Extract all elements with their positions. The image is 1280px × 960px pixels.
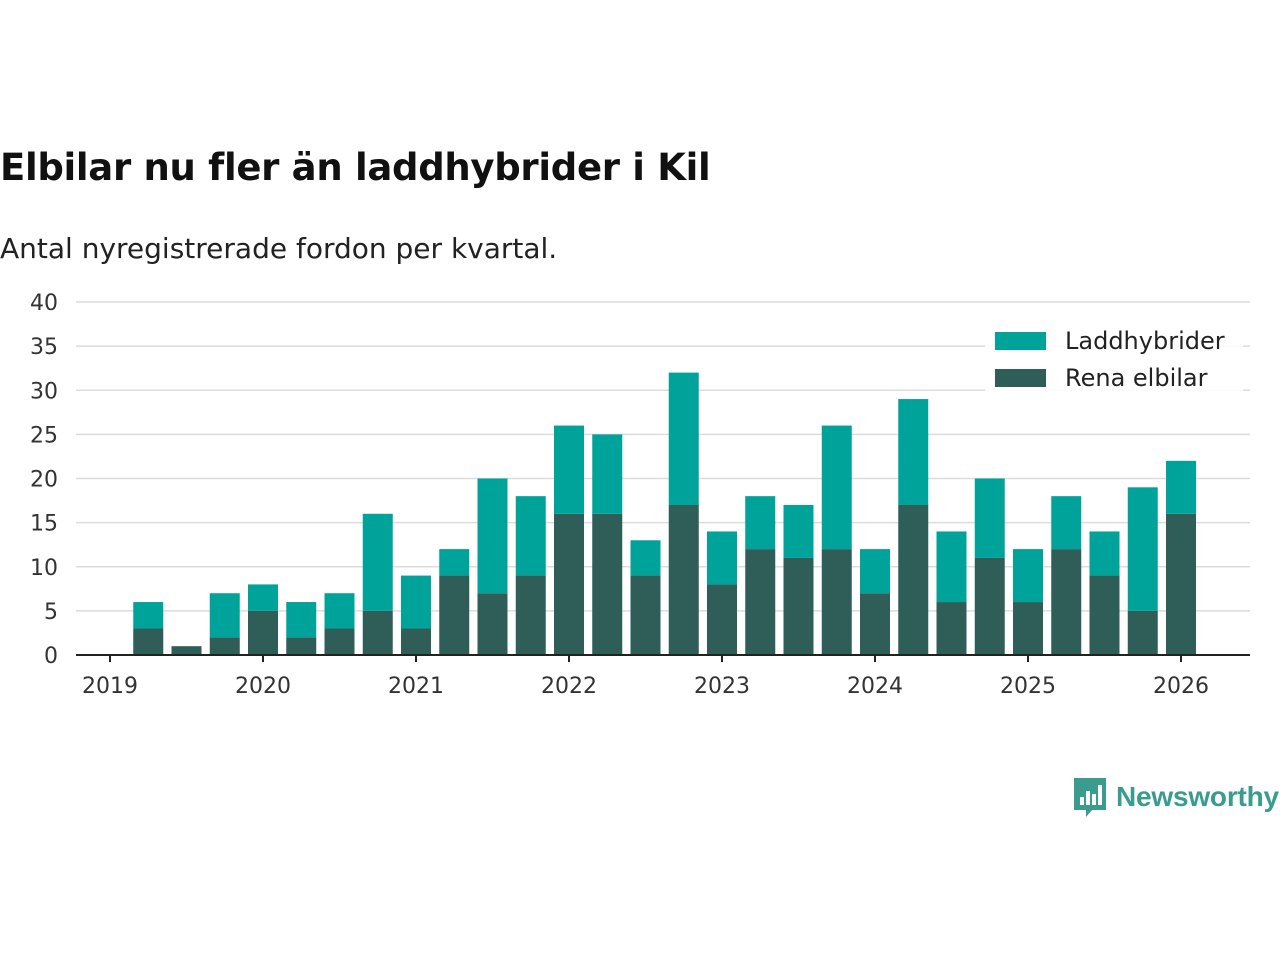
bar-laddhybrider-2025-Q2 bbox=[1051, 496, 1082, 550]
bar-laddhybrider-2021-Q1 bbox=[401, 575, 431, 629]
bar-rena-elbilar-2021-Q2 bbox=[439, 575, 470, 655]
x-tick-label-2023: 2023 bbox=[694, 674, 750, 699]
bar-laddhybrider-2024-Q3 bbox=[936, 531, 967, 603]
bar-laddhybrider-2023-Q4 bbox=[821, 425, 852, 550]
bar-rena-elbilar-2020-Q2 bbox=[286, 637, 317, 655]
bar-rena-elbilar-2020-Q4 bbox=[362, 610, 393, 655]
bar-rena-elbilar-2022-Q1 bbox=[554, 513, 584, 655]
legend-swatch-laddhybrider bbox=[995, 332, 1046, 350]
bar-laddhybrider-2023-Q2 bbox=[745, 496, 776, 550]
bar-laddhybrider-2021-Q4 bbox=[515, 496, 546, 576]
bar-rena-elbilar-2024-Q3 bbox=[936, 602, 967, 655]
bar-rena-elbilar-2026-Q1 bbox=[1166, 513, 1196, 655]
bar-rena-elbilar-2022-Q4 bbox=[668, 504, 699, 655]
bar-rena-elbilar-2025-Q1 bbox=[1013, 602, 1043, 655]
chart-subtitle: Antal nyregistrerade fordon per kvartal. bbox=[0, 232, 558, 265]
newsworthy-logo: Newsworthy bbox=[1072, 776, 1279, 818]
y-tick-label-30: 30 bbox=[30, 379, 58, 404]
y-tick-label-0: 0 bbox=[44, 644, 58, 669]
bar-laddhybrider-2023-Q1 bbox=[707, 531, 737, 585]
bar-rena-elbilar-2022-Q3 bbox=[630, 575, 661, 655]
bar-laddhybrider-2021-Q2 bbox=[439, 549, 470, 576]
bar-laddhybrider-2022-Q1 bbox=[554, 425, 584, 514]
bar-laddhybrider-2022-Q3 bbox=[630, 540, 661, 576]
bar-rena-elbilar-2019-Q2 bbox=[133, 628, 164, 655]
legend-label-laddhybrider: Laddhybrider bbox=[1065, 327, 1225, 355]
y-tick-label-5: 5 bbox=[44, 600, 58, 625]
y-tick-label-40: 40 bbox=[30, 291, 58, 316]
newsworthy-logo-icon bbox=[1074, 778, 1106, 817]
bar-rena-elbilar-2021-Q1 bbox=[401, 628, 431, 655]
bar-laddhybrider-2019-Q4 bbox=[209, 593, 240, 638]
bar-rena-elbilar-2025-Q2 bbox=[1051, 549, 1082, 655]
chart-title: Elbilar nu fler än laddhybrider i Kil bbox=[0, 146, 711, 189]
bar-laddhybrider-2026-Q1 bbox=[1166, 460, 1196, 514]
newsworthy-logo-text: Newsworthy bbox=[1116, 781, 1279, 812]
bar-rena-elbilar-2021-Q3 bbox=[477, 593, 508, 655]
x-tick-label-2022: 2022 bbox=[541, 674, 597, 699]
bar-rena-elbilar-2024-Q2 bbox=[898, 504, 929, 655]
legend-swatch-rena-elbilar bbox=[995, 369, 1046, 387]
bar-rena-elbilar-2019-Q4 bbox=[209, 637, 240, 655]
y-tick-label-10: 10 bbox=[30, 556, 58, 581]
bar-laddhybrider-2025-Q3 bbox=[1089, 531, 1120, 576]
x-tick-label-2025: 2025 bbox=[1000, 674, 1056, 699]
bar-laddhybrider-2020-Q1 bbox=[248, 584, 278, 611]
bar-laddhybrider-2022-Q2 bbox=[592, 434, 623, 514]
bar-rena-elbilar-2023-Q3 bbox=[783, 557, 814, 655]
y-tick-label-20: 20 bbox=[30, 468, 58, 493]
bar-laddhybrider-2025-Q4 bbox=[1127, 487, 1158, 611]
bar-rena-elbilar-2024-Q4 bbox=[974, 557, 1005, 655]
gridlines bbox=[76, 301, 1250, 612]
x-tick-label-2024: 2024 bbox=[847, 674, 903, 699]
bar-laddhybrider-2020-Q3 bbox=[324, 593, 355, 629]
y-tick-label-25: 25 bbox=[30, 423, 58, 448]
x-tick-label-2026: 2026 bbox=[1153, 674, 1209, 699]
bar-laddhybrider-2023-Q3 bbox=[783, 504, 814, 558]
bar-laddhybrider-2024-Q1 bbox=[860, 549, 890, 594]
x-tick-label-2019: 2019 bbox=[82, 674, 138, 699]
bar-rena-elbilar-2025-Q4 bbox=[1127, 610, 1158, 655]
bar-laddhybrider-2025-Q1 bbox=[1013, 549, 1043, 603]
bar-laddhybrider-2021-Q3 bbox=[477, 478, 508, 594]
bar-rena-elbilar-2019-Q3 bbox=[171, 646, 202, 655]
y-tick-label-15: 15 bbox=[30, 512, 58, 537]
x-tick-label-2021: 2021 bbox=[388, 674, 444, 699]
bar-laddhybrider-2020-Q2 bbox=[286, 602, 317, 638]
bar-rena-elbilar-2022-Q2 bbox=[592, 513, 623, 655]
bar-rena-elbilar-2023-Q1 bbox=[707, 584, 737, 655]
bar-laddhybrider-2022-Q4 bbox=[668, 372, 699, 505]
bar-laddhybrider-2024-Q4 bbox=[974, 478, 1005, 558]
bar-rena-elbilar-2023-Q4 bbox=[821, 549, 852, 655]
legend-label-rena-elbilar: Rena elbilar bbox=[1065, 364, 1208, 392]
bar-rena-elbilar-2020-Q1 bbox=[248, 610, 278, 655]
y-tick-label-35: 35 bbox=[30, 335, 58, 360]
bar-rena-elbilar-2024-Q1 bbox=[860, 593, 890, 655]
bar-series bbox=[133, 372, 1196, 655]
bar-rena-elbilar-2023-Q2 bbox=[745, 549, 776, 655]
bar-rena-elbilar-2025-Q3 bbox=[1089, 575, 1120, 655]
bar-laddhybrider-2019-Q2 bbox=[133, 602, 164, 629]
x-tick-label-2020: 2020 bbox=[235, 674, 291, 699]
bar-rena-elbilar-2020-Q3 bbox=[324, 628, 355, 655]
bar-laddhybrider-2020-Q4 bbox=[362, 513, 393, 611]
legend: Laddhybrider Rena elbilar bbox=[985, 322, 1243, 398]
bar-laddhybrider-2024-Q2 bbox=[898, 399, 929, 505]
bar-rena-elbilar-2021-Q4 bbox=[515, 575, 546, 655]
